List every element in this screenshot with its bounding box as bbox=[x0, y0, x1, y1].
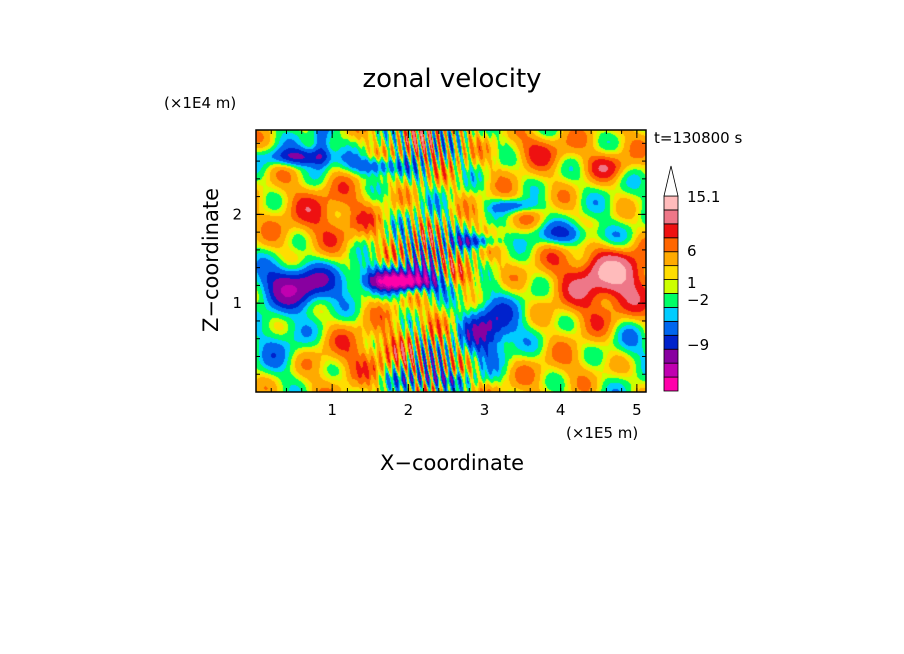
colorbar-swatch bbox=[663, 237, 679, 253]
heatmap-area bbox=[256, 130, 646, 392]
colorbar-swatch bbox=[663, 251, 679, 267]
colorbar-label: 6 bbox=[687, 242, 697, 260]
x-tick-label: 2 bbox=[404, 401, 414, 419]
colorbar: 15.1 6 1−2 −9 bbox=[663, 165, 720, 392]
velocity-field bbox=[256, 130, 646, 392]
x-tick-label: 4 bbox=[556, 401, 566, 419]
colorbar-swatch bbox=[663, 195, 679, 211]
colorbar-swatch bbox=[663, 223, 679, 239]
x-tick-label: 5 bbox=[632, 401, 642, 419]
x-tick-label: 3 bbox=[480, 401, 490, 419]
y-unit-label: (×1E4 m) bbox=[164, 94, 236, 112]
colorbar-extend-arrow bbox=[663, 165, 679, 197]
colorbar-swatch bbox=[663, 209, 679, 225]
y-tick-label: 1 bbox=[232, 294, 242, 312]
colorbar-swatch bbox=[663, 307, 679, 322]
colorbar-swatch bbox=[663, 320, 679, 336]
colorbar-label: 15.1 bbox=[687, 188, 720, 206]
colorbar-swatch bbox=[663, 265, 679, 280]
colorbar-swatch bbox=[663, 376, 679, 392]
x-axis-label: X−coordinate bbox=[380, 451, 524, 475]
colorbar-swatch bbox=[663, 334, 679, 350]
y-tick-label: 2 bbox=[232, 205, 242, 223]
colorbar-label: 1 bbox=[687, 274, 697, 292]
time-label: t=130800 s bbox=[654, 129, 742, 147]
x-axis-ticks: 1 2 3 4 5 bbox=[270, 130, 642, 419]
x-tick-label: 1 bbox=[327, 401, 337, 419]
y-axis-ticks: 12 bbox=[232, 142, 646, 375]
colorbar-swatch bbox=[663, 362, 679, 378]
chart-title: zonal velocity bbox=[362, 64, 541, 94]
x-unit-label: (×1E5 m) bbox=[566, 424, 638, 442]
colorbar-swatch bbox=[663, 279, 679, 294]
colorbar-label: −2 bbox=[687, 291, 709, 309]
y-axis-label: Z−coordinate bbox=[199, 188, 223, 332]
plot-frame bbox=[255, 129, 647, 393]
colorbar-label: −9 bbox=[687, 336, 709, 354]
colorbar-swatch bbox=[663, 348, 679, 364]
colorbar-swatch bbox=[663, 293, 679, 308]
